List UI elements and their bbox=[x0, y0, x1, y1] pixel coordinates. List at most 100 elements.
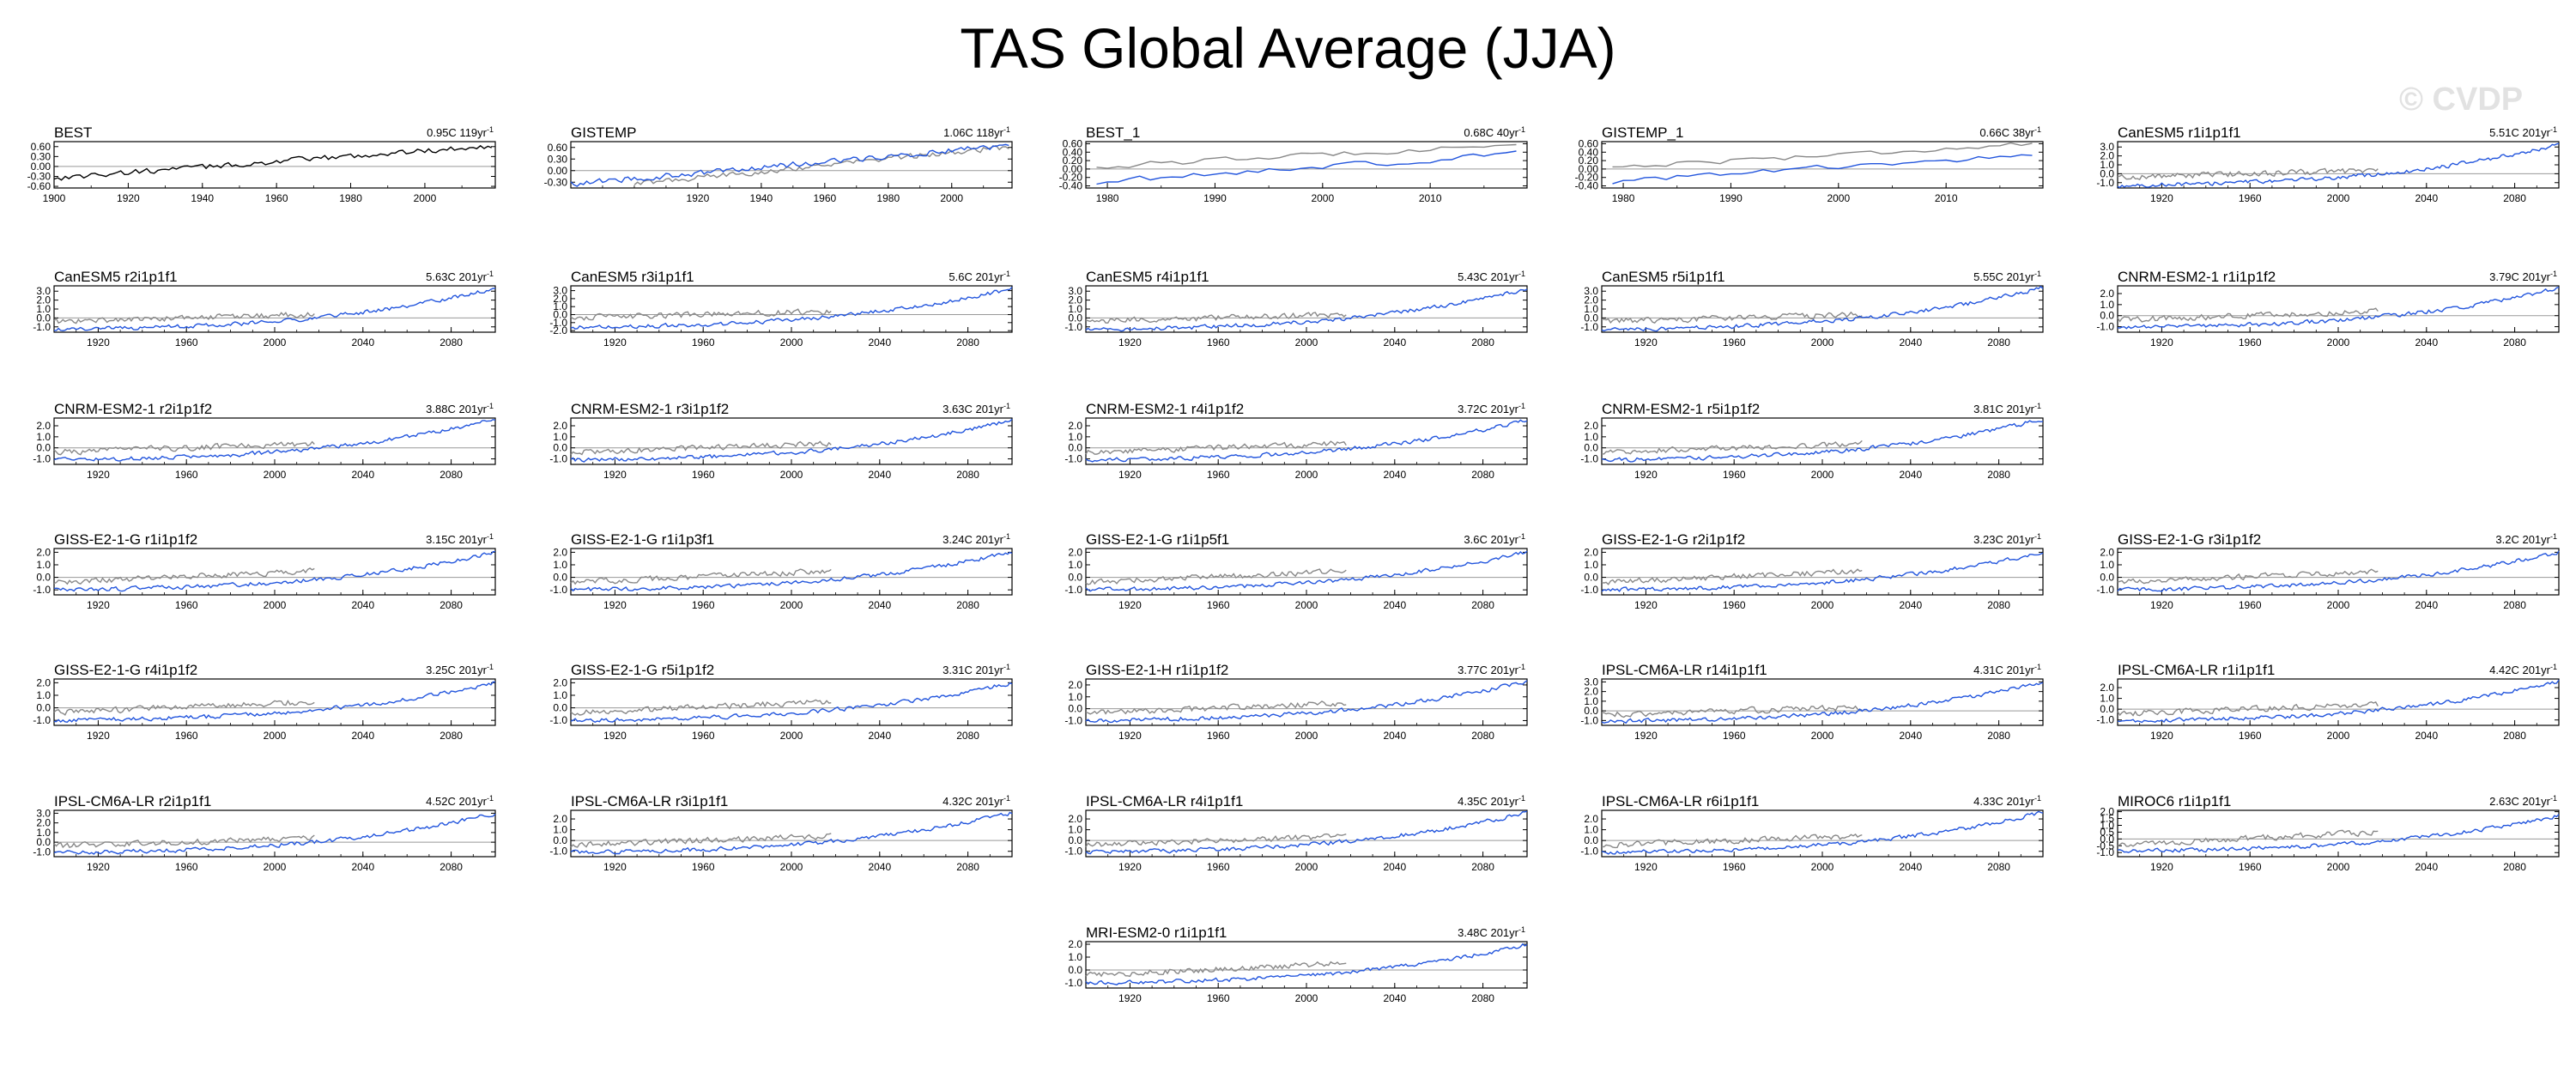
x-tick-label: 1920 bbox=[2150, 599, 2173, 611]
x-tick-label: 2000 bbox=[1311, 192, 1334, 204]
trend-label: 0.95C 119yr-1 bbox=[427, 125, 494, 139]
series-line-obs bbox=[2117, 829, 2379, 847]
y-tick-label: 0.0 bbox=[2100, 167, 2114, 179]
panel-title: GISS-E2-1-G r3i1p1f2 bbox=[2118, 531, 2261, 548]
y-tick-label: 1.0 bbox=[36, 689, 51, 701]
x-tick-label: 1960 bbox=[2239, 336, 2262, 349]
panel-title: GISS-E2-1-G r1i1p5f1 bbox=[1086, 531, 1229, 548]
plot-frame bbox=[570, 548, 1013, 596]
plot-frame bbox=[1085, 285, 1528, 333]
x-tick-label: 2080 bbox=[439, 861, 463, 873]
x-tick-label: 1960 bbox=[175, 469, 198, 481]
y-tick-label: 1.0 bbox=[1068, 303, 1082, 315]
series-line-obs bbox=[570, 568, 832, 585]
series-line-obs bbox=[1085, 440, 1347, 455]
y-tick-label: 0.0 bbox=[553, 442, 567, 454]
x-tick-label: 1990 bbox=[1719, 192, 1743, 204]
y-tick-label: 0.0 bbox=[2100, 572, 2114, 584]
panel-title: IPSL-CM6A-LR r4i1p1f1 bbox=[1086, 793, 1243, 809]
y-tick-label: -1.0 bbox=[2096, 177, 2114, 189]
series-line-model bbox=[53, 418, 496, 462]
series-line-obs bbox=[53, 567, 315, 585]
trend-label: 3.88C 201yr-1 bbox=[426, 402, 494, 415]
series-line-obs bbox=[1601, 440, 1863, 455]
x-tick-label: 2080 bbox=[439, 336, 463, 349]
y-tick-label: -0.30 bbox=[27, 171, 52, 183]
panel-cnrm-esm2-1-r5i1p1f2: CNRM-ESM2-1 r5i1p1f2 3.81C 201yr-1 2.01.00… bbox=[1580, 401, 2044, 481]
x-tick-label: 2040 bbox=[351, 730, 374, 742]
x-tick-label: 2040 bbox=[868, 599, 891, 611]
panel-title: BEST_1 bbox=[1086, 124, 1140, 141]
series-line-model bbox=[1085, 419, 1528, 463]
x-tick-label: 2040 bbox=[1383, 599, 1406, 611]
x-tick-label: 1920 bbox=[87, 861, 110, 873]
y-tick-label: 1.0 bbox=[553, 689, 567, 701]
x-tick-label: 2000 bbox=[2327, 336, 2350, 349]
y-tick-label: 2.0 bbox=[553, 293, 567, 305]
panel-title: IPSL-CM6A-LR r14i1p1f1 bbox=[1602, 662, 1767, 678]
panel-title: CanESM5 r5i1p1f1 bbox=[1602, 269, 1725, 285]
x-tick-label: 2010 bbox=[1935, 192, 1958, 204]
panel-title: MRI-ESM2-0 r1i1p1f1 bbox=[1086, 924, 1227, 941]
y-tick-label: 0.0 bbox=[36, 702, 51, 714]
y-tick-label: 3.0 bbox=[1584, 285, 1598, 297]
x-tick-label: 2080 bbox=[956, 336, 979, 349]
y-tick-label: 2.0 bbox=[36, 294, 51, 306]
x-tick-label: 1920 bbox=[603, 599, 627, 611]
series-line-model bbox=[1085, 680, 1528, 724]
x-tick-label: 2000 bbox=[1295, 861, 1318, 873]
x-tick-label: 1920 bbox=[1634, 469, 1658, 481]
y-tick-label: -1.0 bbox=[2096, 714, 2114, 726]
panel-title: CanESM5 r3i1p1f1 bbox=[571, 269, 694, 285]
series-line-model bbox=[1601, 682, 2044, 724]
panel-ipsl-cm6a-lr-r2i1p1f1: IPSL-CM6A-LR r2i1p1f1 4.52C 201yr-1 3.02.0… bbox=[33, 793, 496, 873]
x-tick-label: 1980 bbox=[339, 192, 362, 204]
panel-title: MIROC6 r1i1p1f1 bbox=[2118, 793, 2231, 809]
y-tick-label: 0.0 bbox=[1584, 312, 1598, 324]
x-tick-label: 1960 bbox=[1207, 730, 1230, 742]
y-tick-label: -2.0 bbox=[549, 324, 567, 336]
y-tick-label: 2.0 bbox=[1068, 420, 1082, 432]
x-tick-label: 2000 bbox=[2327, 730, 2350, 742]
x-tick-label: 2000 bbox=[780, 730, 803, 742]
trend-label: 4.42C 201yr-1 bbox=[2489, 663, 2557, 676]
x-tick-label: 2010 bbox=[1419, 192, 1442, 204]
series-line-model bbox=[570, 418, 1013, 463]
y-tick-label: 0.40 bbox=[1579, 146, 1599, 158]
panel-title: IPSL-CM6A-LR r6i1p1f1 bbox=[1602, 793, 1759, 809]
y-tick-label: 1.0 bbox=[1068, 559, 1082, 571]
y-tick-label: -1.0 bbox=[33, 321, 51, 333]
plot-frame bbox=[2117, 141, 2560, 189]
trend-label: 3.81C 201yr-1 bbox=[1973, 402, 2041, 415]
trend-label: 3.79C 201yr-1 bbox=[2489, 270, 2557, 283]
x-tick-label: 2080 bbox=[1471, 861, 1494, 873]
x-tick-label: 1920 bbox=[1634, 730, 1658, 742]
x-tick-label: 1960 bbox=[1723, 599, 1746, 611]
series-line-obs bbox=[570, 308, 832, 321]
y-tick-label: 1.0 bbox=[2100, 159, 2114, 171]
panel-cnrm-esm2-1-r4i1p1f2: CNRM-ESM2-1 r4i1p1f2 3.72C 201yr-1 2.01.00… bbox=[1064, 401, 1528, 481]
panel-title: GISS-E2-1-G r5i1p1f2 bbox=[571, 662, 714, 678]
y-tick-label: 1.0 bbox=[553, 824, 567, 836]
y-tick-label: -1.0 bbox=[33, 453, 51, 465]
y-tick-label: -0.20 bbox=[1575, 172, 1599, 184]
x-tick-label: 1960 bbox=[692, 336, 715, 349]
x-tick-label: 2080 bbox=[2503, 336, 2526, 349]
y-tick-label: 1.0 bbox=[1584, 559, 1598, 571]
y-tick-label: 0.0 bbox=[1584, 834, 1598, 846]
panel-title: GISS-E2-1-H r1i1p1f2 bbox=[1086, 662, 1228, 678]
x-tick-label: 1960 bbox=[175, 599, 198, 611]
series-line-model bbox=[53, 288, 496, 332]
panel-cnrm-esm2-1-r3i1p1f2: CNRM-ESM2-1 r3i1p1f2 3.63C 201yr-1 2.01.00… bbox=[549, 401, 1013, 481]
y-tick-label: 0.60 bbox=[31, 141, 52, 153]
y-tick-label: 1.0 bbox=[36, 303, 51, 315]
x-tick-label: 1960 bbox=[813, 192, 836, 204]
panel-ipsl-cm6a-lr-r14i1p1f1: IPSL-CM6A-LR r14i1p1f1 4.31C 201yr-1 3.02.… bbox=[1580, 662, 2044, 742]
y-tick-label: 1.0 bbox=[553, 559, 567, 571]
y-tick-label: 2.0 bbox=[553, 813, 567, 825]
trend-label: 4.32C 201yr-1 bbox=[943, 794, 1010, 808]
x-tick-label: 1960 bbox=[1723, 730, 1746, 742]
series-line-model bbox=[1601, 552, 2044, 592]
x-tick-label: 1920 bbox=[87, 730, 110, 742]
y-tick-label: 2.0 bbox=[2100, 150, 2114, 162]
